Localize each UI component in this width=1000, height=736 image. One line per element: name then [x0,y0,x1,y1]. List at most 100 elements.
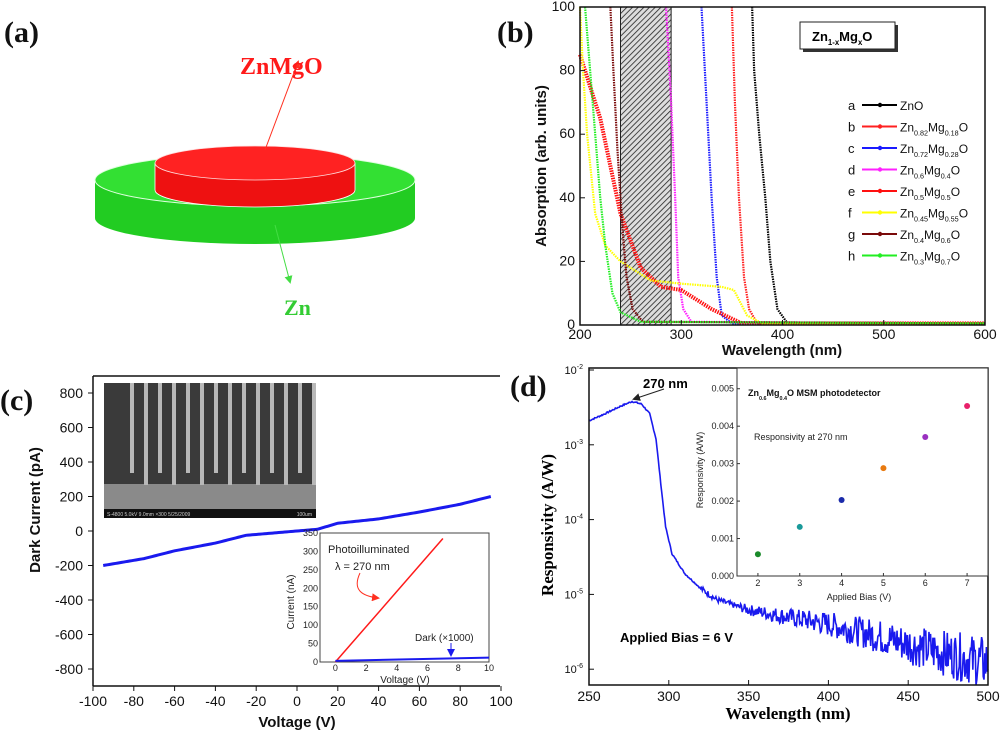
bias-annotation: Applied Bias = 6 V [620,630,733,645]
legend-letter: e [848,184,855,199]
legend-label-h: Zn0.3Mg0.7O [900,250,960,267]
dark-current-chart: S-4800 5.0kV 9.0mm ×300 5/25/2009 100um -1… [27,375,513,731]
text-part: Zn [900,185,914,199]
text-part: O [959,121,968,135]
subscript: 0.82 [914,129,928,138]
subscript: 0.3 [914,258,924,267]
legend-label-c: Zn0.72Mg0.28O [900,142,968,159]
inset-y-tick-label: 0.004 [711,421,734,431]
tick-exponent: -4 [577,514,583,521]
series-line-h [583,6,986,325]
sem-finger [200,383,204,485]
inset-x-tick-label: 8 [456,663,461,673]
y-tick-label: 400 [60,454,84,470]
inset-x-axis-label: Voltage (V) [380,675,429,686]
legend-letter: g [848,227,855,242]
inset-y-tick-label: 0.005 [711,384,734,394]
tick-base: 10 [565,440,577,452]
legend-marker [877,167,883,172]
text-part: Zn [900,207,914,221]
x-tick-label: 40 [371,693,387,709]
x-tick-label: 350 [737,688,761,704]
text-part: Zn [900,121,914,135]
sem-caption-bar [104,509,316,518]
y-tick-label: 0 [567,316,575,332]
x-tick-label: -20 [246,693,266,709]
panel-label-a: (a) [4,16,39,49]
panel-label-b: (b) [497,16,534,49]
legend-letter: f [848,206,852,221]
y-tick-label: -200 [55,558,83,574]
inset-title: Zn0.6Mg0.4O MSM photodetector [748,388,881,402]
photo-arrow [356,572,380,602]
legend-label-f: Zn0.45Mg0.55O [900,207,968,224]
x-axis-label: Wavelength (nm) [722,342,842,359]
legend-letter: d [848,163,855,178]
y-axis-label: Absorption (arb. units) [533,85,550,247]
x-tick-label: 450 [897,688,921,704]
tick-base: 10 [565,365,577,377]
subscript: 0.7 [941,258,951,267]
legend-label-b: Zn0.82Mg0.18O [900,121,968,138]
subscript: 0.18 [945,129,959,138]
photo-annotation: Photoilluminated [328,544,409,556]
inset-x-tick-label: 6 [425,663,430,673]
tick-exponent: -3 [577,439,583,446]
legend-marker [877,102,883,108]
y-tick-label: 40 [559,189,575,205]
subscript: 0.55 [945,215,959,224]
x-tick-label: 300 [670,326,694,342]
sem-finger [130,383,134,473]
legend-letter: a [848,98,856,113]
subscript: 0.28 [945,150,959,159]
sem-finger [256,383,260,485]
x-tick-label: 600 [973,326,997,342]
x-tick-label: 100 [489,693,513,709]
absorption-chart: 200 300 400 500 600 0 20 40 60 80 100 Wavelength (n… [533,0,997,359]
legend-label-g: Zn0.4Mg0.6O [900,228,960,245]
device-schematic: ZnMgO Zn [94,54,416,320]
y-tick-label: 10-6 [565,663,584,676]
x-axis-label: Voltage (V) [258,714,335,731]
subscript: 0.5 [914,193,924,202]
y-tick-label: -400 [55,592,83,608]
znmgo-label: ZnMgO [240,54,323,80]
inset-x-tick-label: 4 [394,663,399,673]
text-part: O [959,142,968,156]
text-part: Zn [900,142,914,156]
legend-letter: c [848,141,855,156]
y-tick-label: 80 [559,62,575,78]
text-part: Mg [924,185,941,199]
tick-base: 10 [565,515,577,527]
legend-marker [877,210,883,215]
inset-y-tick-label: 0.002 [711,496,734,506]
subscript: x [858,38,863,47]
inset-y-tick-label: 0.003 [711,459,734,469]
x-tick-label: -80 [124,693,144,709]
subscript: 0.5 [941,193,951,202]
text-part: Zn [748,388,759,398]
sem-micrograph-inset: S-4800 5.0kV 9.0mm ×300 5/25/2009 100um [104,383,316,518]
znmgo-pointer-arrow [264,60,300,151]
sem-finger [214,383,218,473]
y-tick-label: 10-2 [565,364,584,377]
scatter-point [796,523,803,530]
text-part: Zn [900,228,914,242]
y-tick-label: 800 [60,385,84,401]
sem-finger [242,383,246,473]
responsivity-line [588,400,989,686]
y-tick-label: -600 [55,627,83,643]
text-part: Mg [839,29,858,44]
legend-letter: b [848,120,855,135]
inset-x-axis-label: Applied Bias (V) [827,592,892,602]
peak-annotation: 270 nm [643,376,688,391]
text-part: O [862,29,872,44]
series-line-f [578,6,985,325]
x-tick-label: 80 [452,693,468,709]
subscript: 0.72 [914,150,928,159]
dark-annotation: Dark (×1000) [415,633,474,644]
x-tick-label: 20 [330,693,346,709]
inset-y-tick-label: 300 [303,546,318,556]
y-axis-label: Dark Current (pA) [27,447,44,573]
text-part: Mg [924,228,941,242]
